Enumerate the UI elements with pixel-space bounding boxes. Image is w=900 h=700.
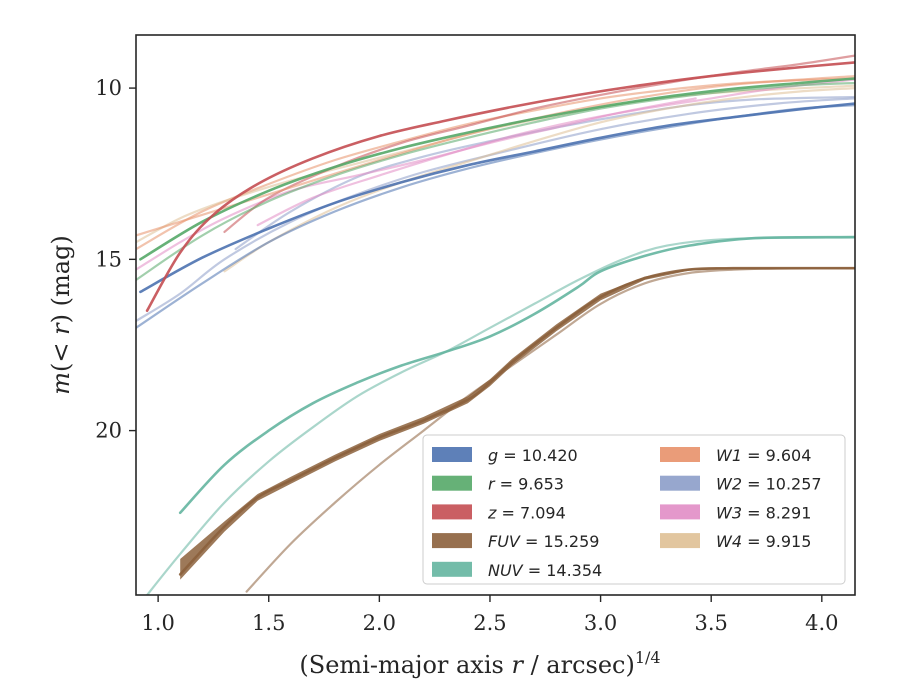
legend-swatch bbox=[660, 475, 700, 491]
profile-curve-8 bbox=[223, 87, 855, 273]
y-axis-label: m(< r) (mag) bbox=[47, 235, 75, 395]
x-tick-label: 1.0 bbox=[141, 611, 174, 635]
profile-curve-11 bbox=[245, 267, 855, 593]
legend-entry: z = 7.094 bbox=[487, 503, 566, 522]
legend-swatch bbox=[660, 504, 700, 520]
x-axis-label: (Semi-major axis r / arcsec)1/4 bbox=[299, 648, 660, 679]
y-tick-label: 10 bbox=[95, 76, 122, 100]
y-tick-label: 20 bbox=[95, 419, 122, 443]
legend-frame bbox=[422, 434, 846, 585]
profile-curve-7 bbox=[256, 78, 855, 227]
legend-swatch bbox=[432, 447, 472, 462]
legend-entry: W4 = 9.915 bbox=[716, 532, 811, 551]
legend: g = 10.420 r = 9.653 z = 7.094 FUV = 15.259… bbox=[422, 434, 846, 585]
legend-entry: r = 9.653 bbox=[488, 475, 564, 494]
legend-swatch bbox=[432, 533, 472, 549]
x-tick-label: 3.5 bbox=[694, 611, 727, 635]
legend-entry: W2 = 10.257 bbox=[716, 475, 822, 494]
series-line-4 bbox=[178, 235, 855, 515]
legend-entry: W1 = 9.604 bbox=[716, 446, 811, 465]
x-tick-label: 4.0 bbox=[805, 611, 838, 635]
legend-swatch bbox=[432, 475, 472, 491]
series-line-0 bbox=[139, 102, 855, 294]
x-tick-label: 1.5 bbox=[252, 611, 285, 635]
profile-curve-10 bbox=[136, 81, 855, 281]
series-line-2 bbox=[145, 61, 855, 312]
profile-curve-5 bbox=[136, 75, 855, 237]
legend-swatch bbox=[432, 504, 472, 520]
x-tick-label: 2.0 bbox=[363, 611, 396, 635]
y-axis-ticks: 10 15 20 bbox=[95, 76, 136, 443]
y-tick-label: 15 bbox=[95, 247, 122, 271]
profile-curve-0 bbox=[136, 77, 855, 251]
legend-swatch bbox=[660, 533, 700, 549]
plot-frame bbox=[135, 34, 856, 596]
series-line-3 bbox=[178, 266, 855, 576]
legend-entry: W3 = 8.291 bbox=[716, 503, 811, 522]
series-line-1 bbox=[139, 77, 855, 261]
x-tick-label: 3.0 bbox=[584, 611, 617, 635]
x-tick-label: 2.5 bbox=[473, 611, 506, 635]
legend-swatch bbox=[660, 447, 700, 462]
legend-entry: NUV = 14.354 bbox=[488, 561, 602, 580]
x-axis-ticks: 1.0 1.5 2.0 2.5 3.0 3.5 4.0 bbox=[141, 595, 839, 635]
curves-layer bbox=[136, 54, 855, 595]
profile-curve-6 bbox=[136, 97, 855, 323]
legend-swatch bbox=[432, 561, 472, 577]
legend-entry: FUV = 15.259 bbox=[488, 532, 599, 551]
legend-entry: g = 10.420 bbox=[488, 446, 578, 465]
